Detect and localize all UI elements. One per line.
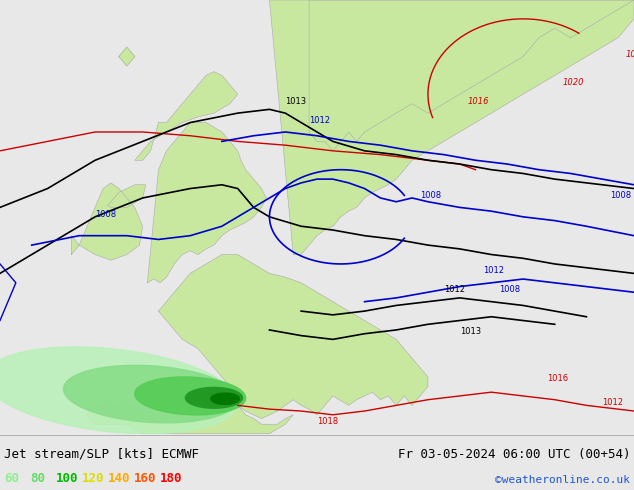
Text: 1016: 1016 — [468, 97, 489, 106]
Text: 1008: 1008 — [420, 191, 441, 200]
Text: 1008: 1008 — [610, 191, 631, 200]
Polygon shape — [87, 400, 293, 434]
Text: 1020: 1020 — [563, 78, 584, 87]
Text: 1016: 1016 — [547, 374, 568, 383]
Polygon shape — [158, 254, 428, 418]
Polygon shape — [269, 0, 634, 254]
Text: 1018: 1018 — [317, 417, 338, 426]
Polygon shape — [108, 185, 146, 207]
Polygon shape — [186, 388, 242, 408]
Text: 1012: 1012 — [602, 398, 623, 407]
Text: 1012: 1012 — [444, 285, 465, 294]
Text: 1008: 1008 — [500, 285, 521, 294]
Text: 120: 120 — [82, 472, 105, 485]
Text: 160: 160 — [134, 472, 157, 485]
Polygon shape — [211, 393, 240, 404]
Text: 100: 100 — [56, 472, 79, 485]
Text: 1020: 1020 — [626, 49, 634, 59]
Text: Fr 03-05-2024 06:00 UTC (00+54): Fr 03-05-2024 06:00 UTC (00+54) — [398, 448, 630, 461]
Text: 1012: 1012 — [483, 267, 505, 275]
Text: Jet stream/SLP [kts] ECMWF: Jet stream/SLP [kts] ECMWF — [4, 448, 199, 461]
Text: 180: 180 — [160, 472, 183, 485]
Polygon shape — [119, 47, 134, 66]
Text: 80: 80 — [30, 472, 45, 485]
Polygon shape — [71, 183, 143, 260]
Text: 1013: 1013 — [285, 97, 306, 106]
Text: 1008: 1008 — [95, 210, 116, 219]
Text: 1013: 1013 — [460, 327, 481, 336]
Text: 140: 140 — [108, 472, 131, 485]
Text: 1012: 1012 — [309, 116, 330, 124]
Polygon shape — [134, 72, 238, 160]
Polygon shape — [147, 122, 266, 283]
Text: ©weatheronline.co.uk: ©weatheronline.co.uk — [495, 475, 630, 485]
Polygon shape — [309, 0, 634, 151]
Polygon shape — [135, 377, 245, 415]
Polygon shape — [0, 347, 237, 434]
Polygon shape — [63, 366, 238, 423]
Text: 60: 60 — [4, 472, 19, 485]
